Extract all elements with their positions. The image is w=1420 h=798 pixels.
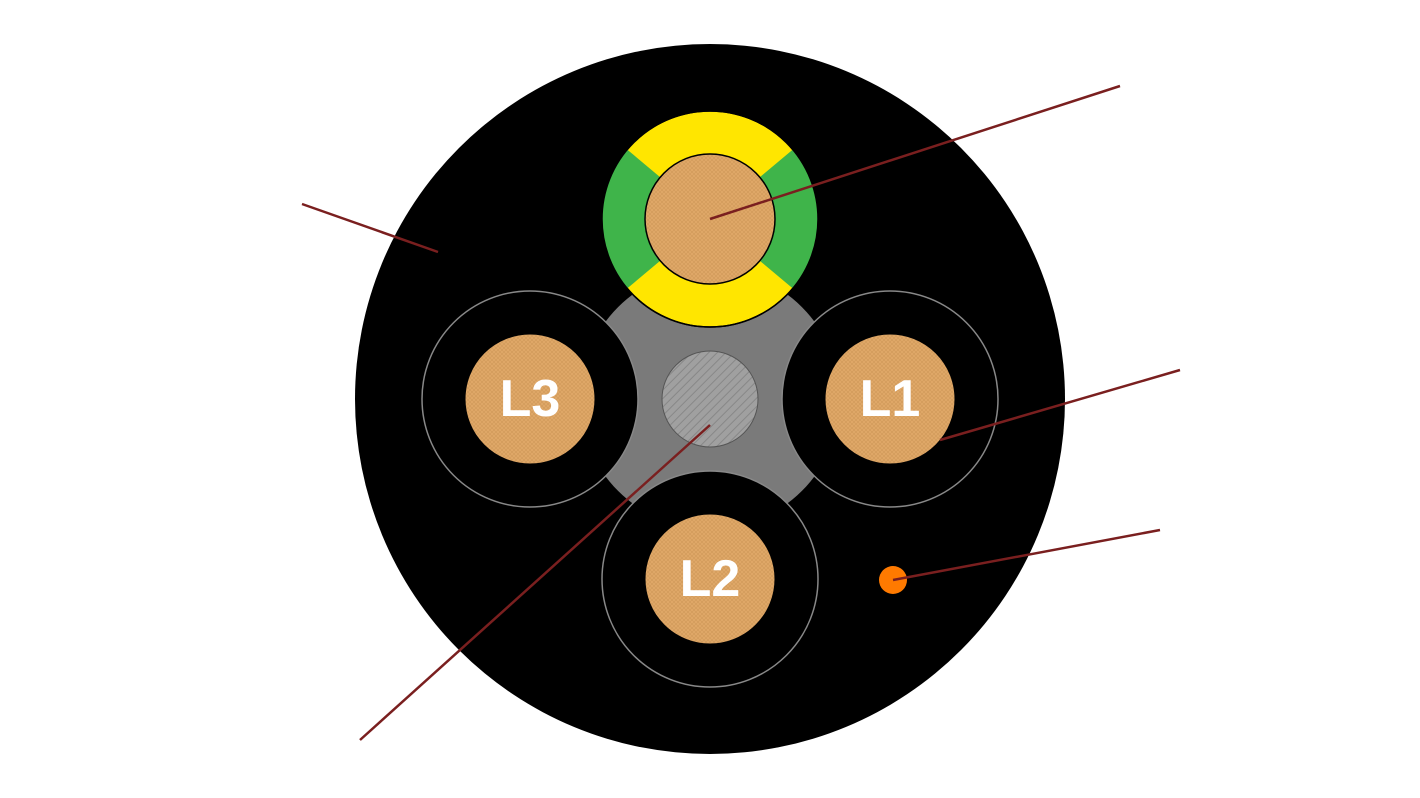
cable-cross-section-diagram: L1 L2 L3 (0, 0, 1420, 798)
l3-label: L3 (500, 370, 561, 428)
center-filler-core (662, 351, 758, 447)
diagram-svg: L1 L2 L3 (0, 0, 1420, 798)
l2-label: L2 (680, 550, 741, 608)
l1-label: L1 (860, 370, 921, 428)
